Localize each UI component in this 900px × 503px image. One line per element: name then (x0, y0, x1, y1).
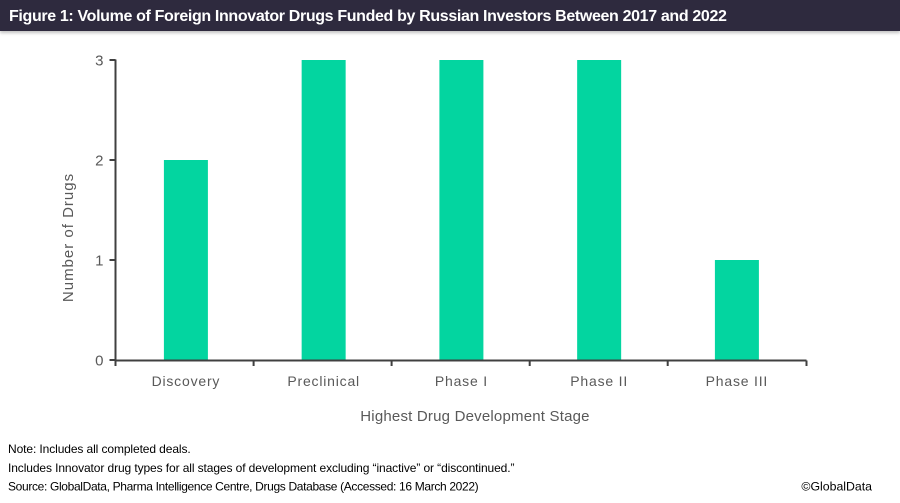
svg-text:Number of Drugs: Number of Drugs (60, 173, 77, 302)
svg-text:Discovery: Discovery (152, 373, 221, 389)
svg-text:Note: Includes all completed d: Note: Includes all completed deals. (8, 442, 191, 456)
svg-text:Phase II: Phase II (570, 373, 628, 389)
svg-text:3: 3 (95, 53, 103, 70)
svg-text:0: 0 (95, 353, 103, 370)
svg-text:Includes Innovator drug types: Includes Innovator drug types for all st… (8, 461, 514, 475)
svg-text:©GlobalData: ©GlobalData (801, 480, 872, 494)
svg-text:2: 2 (95, 153, 103, 170)
svg-text:Highest Drug Development Stage: Highest Drug Development Stage (360, 408, 589, 425)
svg-text:Phase I: Phase I (435, 373, 488, 389)
svg-text:1: 1 (95, 253, 103, 270)
svg-text:Phase III: Phase III (706, 373, 768, 389)
svg-text:Preclinical: Preclinical (287, 373, 360, 389)
svg-text:Source: GlobalData, Pharma Int: Source: GlobalData, Pharma Intelligence … (8, 480, 479, 494)
